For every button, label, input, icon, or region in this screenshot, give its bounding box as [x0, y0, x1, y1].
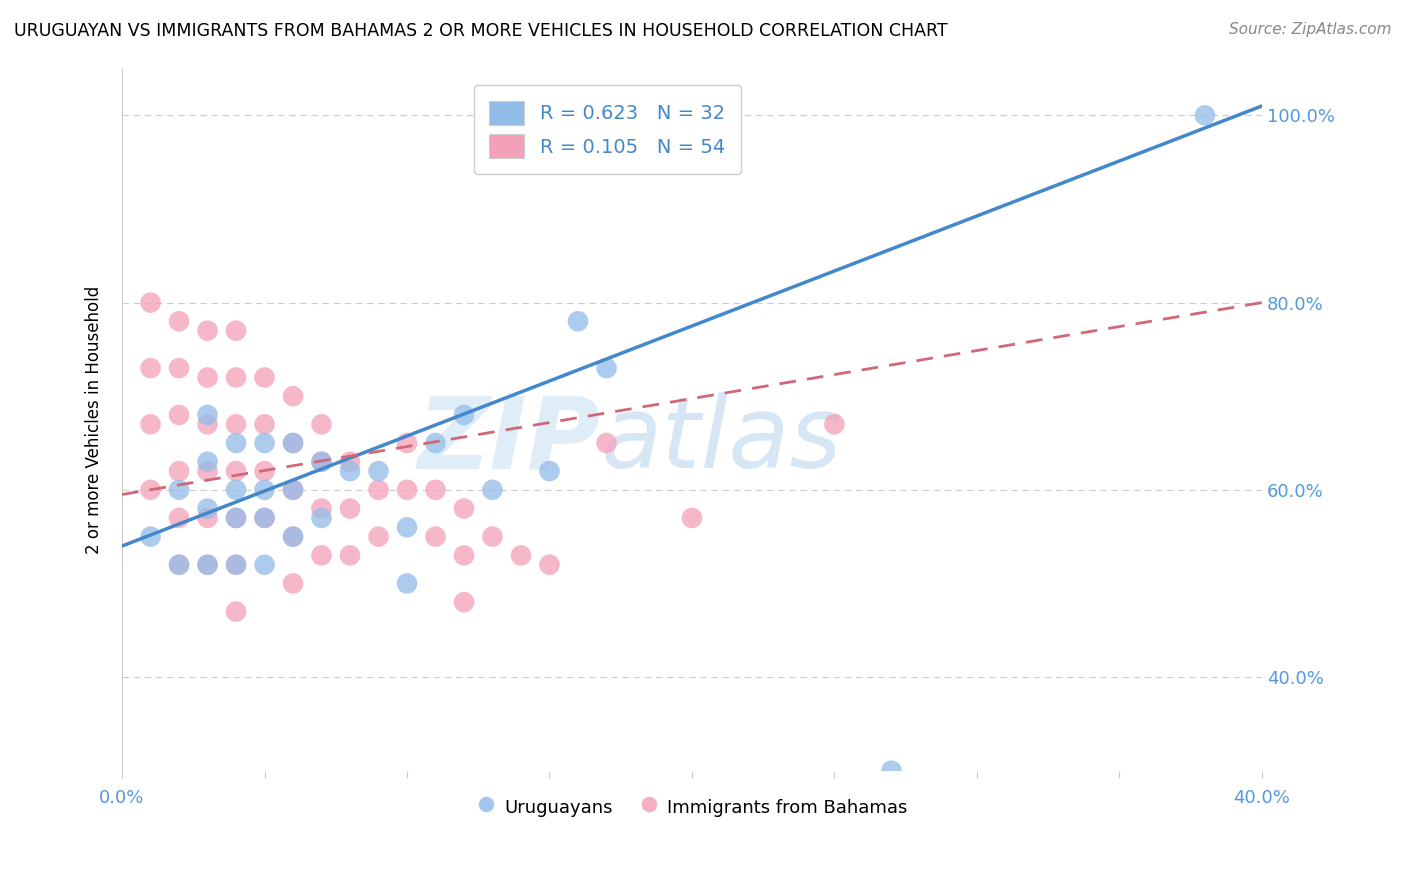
Point [567, 314, 589, 328]
Point [225, 483, 247, 497]
Point [425, 483, 447, 497]
Point [395, 436, 418, 450]
Point [197, 455, 219, 469]
Point [1194, 108, 1216, 122]
Point [139, 361, 162, 376]
Point [225, 370, 247, 384]
Point [453, 408, 475, 422]
Point [425, 436, 447, 450]
Point [281, 576, 304, 591]
Legend: Uruguayans, Immigrants from Bahamas: Uruguayans, Immigrants from Bahamas [470, 789, 914, 825]
Text: URUGUAYAN VS IMMIGRANTS FROM BAHAMAS 2 OR MORE VEHICLES IN HOUSEHOLD CORRELATION: URUGUAYAN VS IMMIGRANTS FROM BAHAMAS 2 O… [14, 22, 948, 40]
Point [197, 324, 219, 338]
Point [197, 408, 219, 422]
Point [281, 483, 304, 497]
Point [395, 576, 418, 591]
Point [339, 549, 361, 563]
Point [139, 417, 162, 432]
Point [139, 530, 162, 544]
Point [253, 436, 276, 450]
Point [225, 511, 247, 525]
Point [481, 483, 503, 497]
Point [225, 511, 247, 525]
Point [281, 389, 304, 403]
Text: Source: ZipAtlas.com: Source: ZipAtlas.com [1229, 22, 1392, 37]
Point [197, 464, 219, 478]
Point [453, 595, 475, 609]
Point [425, 530, 447, 544]
Point [880, 764, 903, 778]
Point [681, 511, 703, 525]
Point [339, 501, 361, 516]
Point [281, 436, 304, 450]
Point [481, 530, 503, 544]
Point [167, 314, 190, 328]
Point [253, 558, 276, 572]
Point [395, 520, 418, 534]
Point [197, 511, 219, 525]
Point [367, 530, 389, 544]
Point [225, 324, 247, 338]
Point [311, 455, 333, 469]
Point [139, 295, 162, 310]
Point [253, 511, 276, 525]
Point [367, 483, 389, 497]
Point [281, 530, 304, 544]
Point [197, 370, 219, 384]
Text: atlas: atlas [600, 392, 842, 489]
Y-axis label: 2 or more Vehicles in Household: 2 or more Vehicles in Household [86, 285, 103, 554]
Point [253, 511, 276, 525]
Point [197, 558, 219, 572]
Point [595, 436, 617, 450]
Point [538, 558, 561, 572]
Point [595, 361, 617, 376]
Point [167, 558, 190, 572]
Point [453, 549, 475, 563]
Point [453, 501, 475, 516]
Point [311, 511, 333, 525]
Point [510, 549, 533, 563]
Point [339, 455, 361, 469]
Point [339, 464, 361, 478]
Point [225, 464, 247, 478]
Point [167, 483, 190, 497]
Point [311, 501, 333, 516]
Point [225, 417, 247, 432]
Point [167, 511, 190, 525]
Point [139, 483, 162, 497]
Point [367, 464, 389, 478]
Point [167, 361, 190, 376]
Point [281, 436, 304, 450]
Point [167, 558, 190, 572]
Point [197, 417, 219, 432]
Point [823, 417, 845, 432]
Point [538, 464, 561, 478]
Point [225, 436, 247, 450]
Point [225, 558, 247, 572]
Text: ZIP: ZIP [418, 392, 600, 489]
Point [311, 455, 333, 469]
Point [167, 464, 190, 478]
Point [167, 408, 190, 422]
Point [225, 558, 247, 572]
Point [253, 464, 276, 478]
Point [281, 530, 304, 544]
Point [225, 605, 247, 619]
Point [311, 549, 333, 563]
Point [395, 483, 418, 497]
Point [253, 417, 276, 432]
Point [253, 483, 276, 497]
Point [197, 501, 219, 516]
Point [281, 483, 304, 497]
Point [253, 370, 276, 384]
Point [311, 417, 333, 432]
Point [197, 558, 219, 572]
